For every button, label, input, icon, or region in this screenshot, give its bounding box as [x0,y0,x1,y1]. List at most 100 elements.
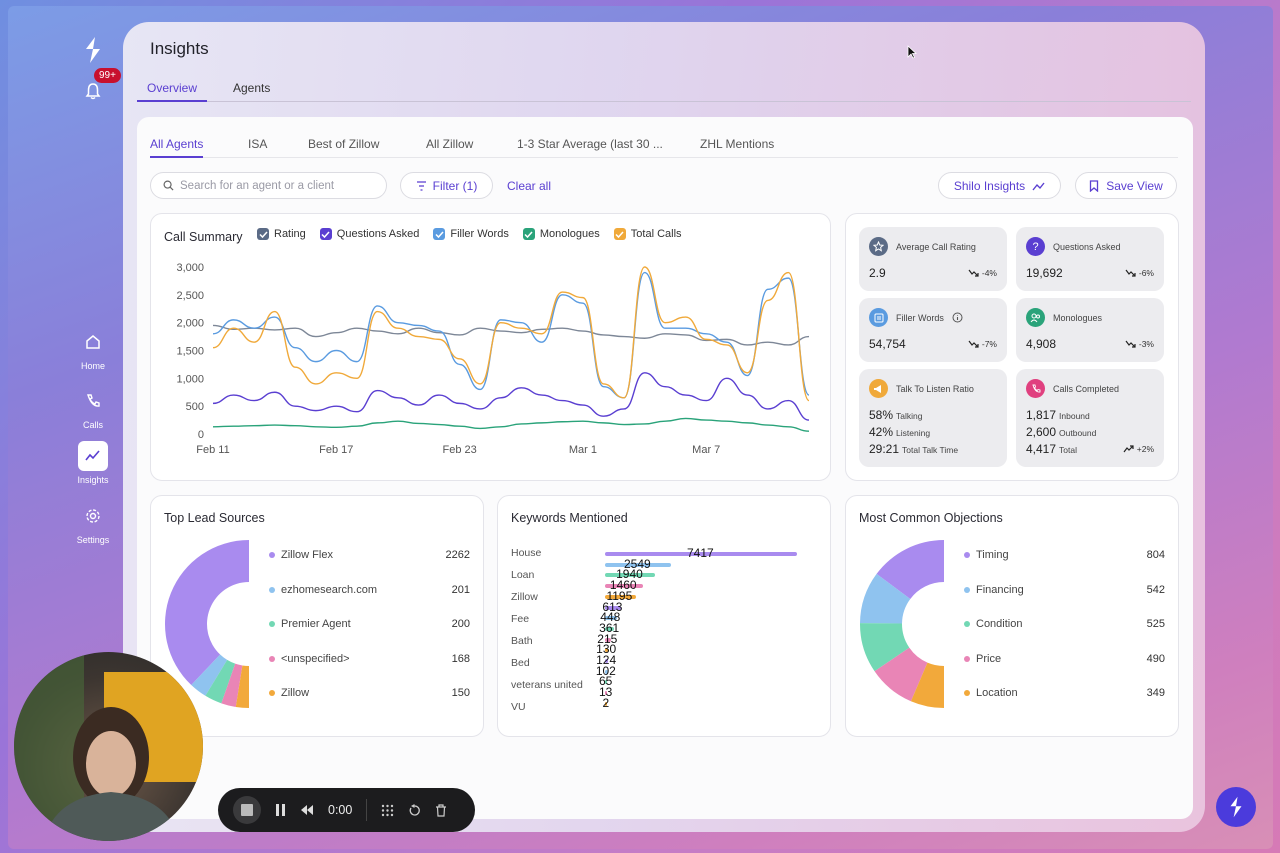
y-tick-label: 3,000 [176,262,204,274]
filter-button[interactable]: Filter (1) [400,172,493,199]
view-tab-all-zillow[interactable]: All Zillow [426,137,474,151]
legend-value: 490 [1146,652,1165,665]
view-tab-all-agents[interactable]: All Agents [150,137,204,158]
legend-dot [964,552,970,558]
metric-filler-title: Filler Words [896,312,944,323]
legend-filler-label: Filler Words [450,228,509,240]
clear-all-link[interactable]: Clear all [507,179,552,193]
legend-item: Condition [964,618,1022,630]
legend-item: Financing [964,584,1024,596]
keyword-bar [605,552,797,556]
tab-agents[interactable]: Agents [233,81,271,95]
y-tick-label: 1,000 [176,373,204,385]
view-tabs: All Agents ISA Best of Zillow All Zillow… [150,135,1178,158]
keyword-label: Bed [511,657,530,669]
search-placeholder: Search for an agent or a client [180,179,335,192]
metric-filler-delta: -7% [968,339,997,349]
legend-questions-asked[interactable]: Questions Asked [319,228,419,240]
keyword-label: House [511,547,542,559]
trash-icon[interactable] [435,803,447,817]
legend-dot [269,655,275,662]
restart-icon[interactable] [408,803,421,817]
call-summary-panel: Call Summary Rating Questions Asked Fill… [150,213,831,481]
view-tab-isa[interactable]: ISA [248,137,268,151]
assistant-fab-button[interactable] [1216,787,1256,827]
legend-label: Condition [976,618,1023,630]
info-icon[interactable] [952,312,963,323]
view-tab-zhl-mentions[interactable]: ZHL Mentions [700,137,775,151]
rewind-icon[interactable] [300,804,314,816]
nav-calls[interactable]: Calls [62,386,124,430]
content-area: All Agents ISA Best of Zillow All Zillow… [137,117,1193,819]
question-icon: ? [1026,237,1045,256]
phone-icon [1026,379,1045,398]
keyword-value: 13 [599,685,613,700]
calls-completed-delta-value: +2% [1136,444,1154,454]
bell-icon[interactable] [84,82,102,100]
talk-ratio-listening: 42% Listening [869,425,930,439]
metric-card-talk-ratio: Talk To Listen Ratio 58% Talking 42% Liste… [859,369,1007,467]
series-line-questions-asked [212,372,810,421]
save-view-button[interactable]: Save View [1075,172,1177,199]
gear-icon [78,501,108,531]
legend-item: Zillow Flex [269,549,333,561]
webcam-overlay[interactable] [14,652,203,841]
main-card: Insights Overview Agents All Agents ISA … [123,22,1205,832]
keyword-bar [605,573,656,578]
donut-slice [860,623,910,672]
legend-total-label: Total Calls [630,228,682,240]
search-input[interactable]: Search for an agent or a client [150,172,387,199]
metric-questions-delta-value: -6% [1138,268,1154,278]
checkbox-total-calls[interactable] [613,228,626,240]
lead-sources-donut [164,540,249,708]
listening-label: Listening [896,428,931,438]
lead-sources-title: Top Lead Sources [164,511,265,525]
stop-button[interactable] [233,796,261,824]
objections-donut [860,540,944,708]
view-tab-best-of-zillow[interactable]: Best of Zillow [308,137,380,151]
home-icon [78,327,108,357]
save-view-label: Save View [1106,178,1163,193]
trend-down-icon [1125,269,1136,277]
people-icon [1026,308,1045,327]
outbound-value: 2,600 [1026,425,1057,439]
nav-home[interactable]: Home [62,327,124,371]
nav-settings[interactable]: Settings [62,501,124,545]
nav-home-label: Home [80,361,105,371]
grid-icon[interactable] [381,804,394,817]
keyword-label: Bath [511,635,533,647]
legend-filler-words[interactable]: Filler Words [433,228,509,240]
keyword-value: 1940 [616,567,643,582]
nav-insights[interactable]: Insights [62,441,124,485]
view-tab-star-average[interactable]: 1-3 Star Average (last 30 ... [517,137,663,151]
y-tick-label: 2,500 [176,290,204,302]
listening-value: 42% [869,425,894,439]
legend-dot [964,690,970,696]
keyword-bar [605,616,617,621]
shilo-insights-button[interactable]: Shilo Insights [938,172,1061,199]
metric-questions-title: Questions Asked [1053,241,1121,252]
legend-dot [269,586,275,593]
checkbox-rating[interactable] [257,228,269,240]
keyword-value: 102 [595,663,616,678]
tab-overview[interactable]: Overview [137,81,208,102]
objections-panel: Most Common Objections Timing 804 Financin… [845,495,1179,737]
legend-label: Financing [976,583,1024,596]
metric-card-questions: ? Questions Asked 19,692 -6% [1016,227,1164,291]
legend-rating[interactable]: Rating [257,228,306,240]
keyword-bar [605,562,671,567]
mouse-cursor-icon [907,45,917,59]
legend-monologues[interactable]: Monologues [522,228,600,240]
checkbox-monologues[interactable] [522,228,535,240]
donut-slice [876,540,944,599]
x-tick-label: Mar 7 [692,444,720,456]
legend-total-calls[interactable]: Total Calls [613,228,682,240]
keyword-bar [605,594,636,599]
checkbox-filler-words[interactable] [433,228,446,240]
app-logo-icon[interactable] [83,36,103,64]
checkbox-questions-asked[interactable] [319,228,332,240]
legend-dot [964,655,970,662]
donut-slice [164,540,249,686]
donut-slice [874,647,928,702]
pause-icon[interactable] [275,804,286,816]
